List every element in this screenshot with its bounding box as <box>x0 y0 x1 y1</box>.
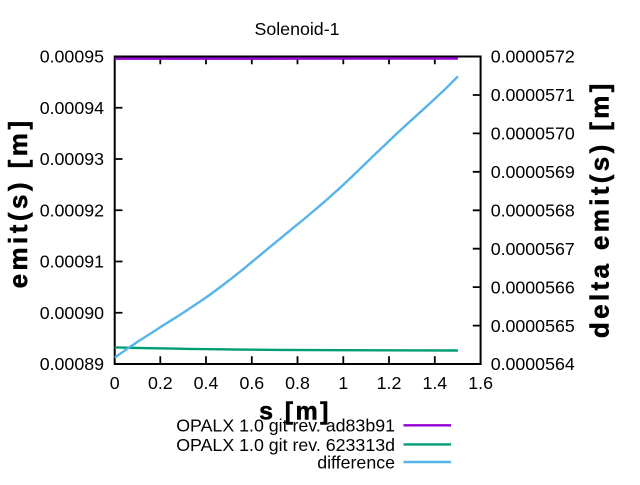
svg-text:0.0000570: 0.0000570 <box>491 124 575 144</box>
svg-text:0.00089: 0.00089 <box>40 354 104 374</box>
svg-text:0.0000566: 0.0000566 <box>491 277 575 297</box>
svg-text:0.4: 0.4 <box>194 373 219 393</box>
svg-text:0.0000567: 0.0000567 <box>491 239 575 259</box>
svg-text:Solenoid-1: Solenoid-1 <box>254 19 339 39</box>
svg-text:0.0000569: 0.0000569 <box>491 162 575 182</box>
svg-text:emit(s) [m]: emit(s) [m] <box>3 118 33 289</box>
svg-text:difference: difference <box>317 452 395 472</box>
svg-text:s [m]: s [m] <box>259 398 331 426</box>
svg-text:0.8: 0.8 <box>285 373 310 393</box>
svg-text:OPALX 1.0 git rev. 623313d: OPALX 1.0 git rev. 623313d <box>176 435 395 455</box>
svg-text:0.0000565: 0.0000565 <box>491 316 575 336</box>
svg-text:0.0000571: 0.0000571 <box>491 85 575 105</box>
svg-text:0.00093: 0.00093 <box>40 149 104 169</box>
svg-text:1: 1 <box>338 373 348 393</box>
svg-text:OPALX 1.0 git rev. ad83b91: OPALX 1.0 git rev. ad83b91 <box>176 416 395 436</box>
svg-text:0.0000572: 0.0000572 <box>491 47 575 67</box>
svg-text:0.00091: 0.00091 <box>40 252 104 272</box>
svg-text:0.0000564: 0.0000564 <box>491 354 575 374</box>
svg-text:1.4: 1.4 <box>422 373 447 393</box>
svg-text:0.6: 0.6 <box>239 373 264 393</box>
svg-text:delta emit(s) [m]: delta emit(s) [m] <box>585 80 615 338</box>
svg-text:0.0000568: 0.0000568 <box>491 201 575 221</box>
svg-text:0.00095: 0.00095 <box>40 47 104 67</box>
svg-text:0.00090: 0.00090 <box>40 303 104 323</box>
svg-text:0.00092: 0.00092 <box>40 201 104 221</box>
svg-text:1.6: 1.6 <box>468 373 493 393</box>
svg-text:0.00094: 0.00094 <box>40 98 104 118</box>
svg-text:0.2: 0.2 <box>148 373 173 393</box>
svg-text:0: 0 <box>110 373 120 393</box>
svg-text:1.2: 1.2 <box>377 373 402 393</box>
